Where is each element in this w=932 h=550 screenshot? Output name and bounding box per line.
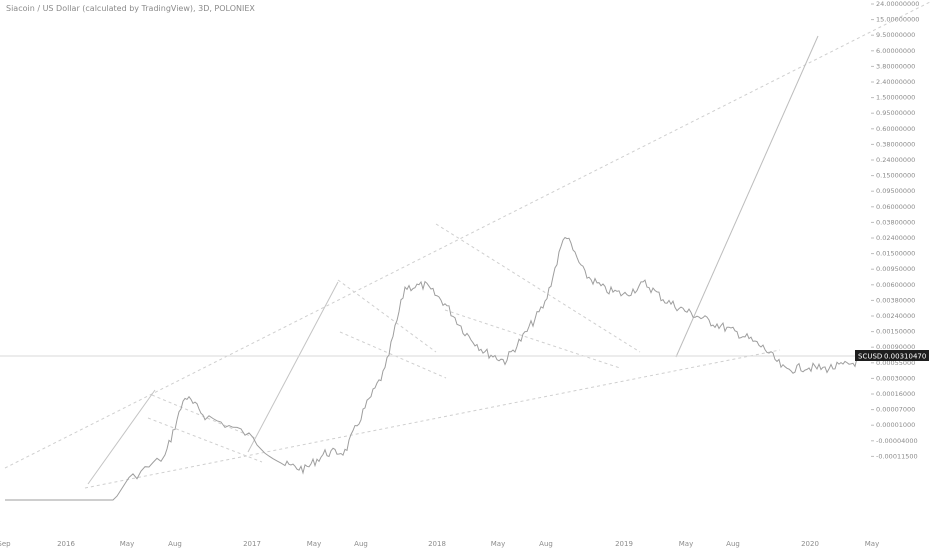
y-tick-label: 0.15000000 [876,172,915,180]
y-tick-label: 0.00380000 [876,296,915,304]
y-axis: 24.00000000 15.00000000 9.50000000 6.000000… [871,0,919,460]
x-tick-label: May [120,540,134,548]
x-tick-label: Aug [168,540,182,548]
x-tick-label: May [307,540,321,548]
x-tick-label: May [491,540,505,548]
lower-support-line [84,349,781,489]
y-tick-label: 0.01500000 [876,250,915,258]
price-tag-value: 0.00310470 [884,353,926,361]
y-tick-label: -0.00011500 [876,452,918,460]
y-tick-label: 0.00240000 [876,312,915,320]
y-tick-label: 24.00000000 [876,0,919,8]
y-tick-label: 3.80000000 [876,62,915,70]
wedge-2017-upper [337,279,437,353]
x-tick-label: 2019 [615,540,633,548]
y-tick-label: 2.40000000 [876,78,915,86]
x-tick-label: 2016 [57,540,75,548]
y-tick-label: 0.00150000 [876,328,915,336]
trend-lines [4,1,931,489]
x-tick-label: Sep [0,540,11,548]
y-tick-label: 0.00030000 [876,374,915,382]
x-tick-label: Aug [354,540,368,548]
wedge-2017-lower [339,331,447,379]
channel-2018-upper [435,223,641,353]
price-tag: SCUSD 0.00310470 [855,350,929,361]
y-tick-label: 0.03800000 [876,218,915,226]
y-tick-label: 0.00600000 [876,281,915,289]
y-tick-label: 1.50000000 [876,94,915,102]
y-tick-label: 0.06000000 [876,203,915,211]
channel-2018-lower [444,309,621,369]
x-axis: Sep 2016 May Aug 2017 May Aug 2018 May Aug 2019 May… [0,540,879,548]
projection-line [675,35,819,358]
y-tick-label: 0.24000000 [876,156,915,164]
upper-channel-line [4,1,931,469]
x-tick-label: 2020 [801,540,819,548]
x-tick-label: 2018 [428,540,446,548]
y-tick-label: 0.00001000 [876,421,915,429]
wedge-2016-lower [147,417,263,463]
y-tick-label: 6.00000000 [876,47,915,55]
x-tick-label: May [679,540,693,548]
price-tag-box [855,350,929,361]
x-tick-label: Aug [539,540,553,548]
x-tick-label: Aug [726,540,740,548]
y-tick-label: 15.00000000 [876,16,919,24]
x-tick-label: 2017 [243,540,261,548]
y-tick-label: 0.00055000 [876,359,915,367]
y-tick-label: 9.50000000 [876,31,915,39]
y-tick-label: 0.95000000 [876,109,915,117]
price-tag-symbol: SCUSD [858,353,882,361]
price-series-line [5,236,906,501]
measured-move-1 [87,389,156,485]
x-tick-label: May [865,540,879,548]
y-tick-label: 0.00090000 [876,343,915,351]
y-tick-label: 0.00007000 [876,406,915,414]
y-tick-label: 0.02400000 [876,234,915,242]
y-tick-label: -0.00004000 [876,437,918,445]
y-tick-label: 0.38000000 [876,140,915,148]
y-tick-label: 0.09500000 [876,187,915,195]
y-tick-label: 0.60000000 [876,125,915,133]
chart-title: Siacoin / US Dollar (calculated by Tradi… [6,4,255,13]
measured-move-2 [247,281,339,453]
y-tick-label: 0.00950000 [876,265,915,273]
y-tick-label: 0.00016000 [876,390,915,398]
